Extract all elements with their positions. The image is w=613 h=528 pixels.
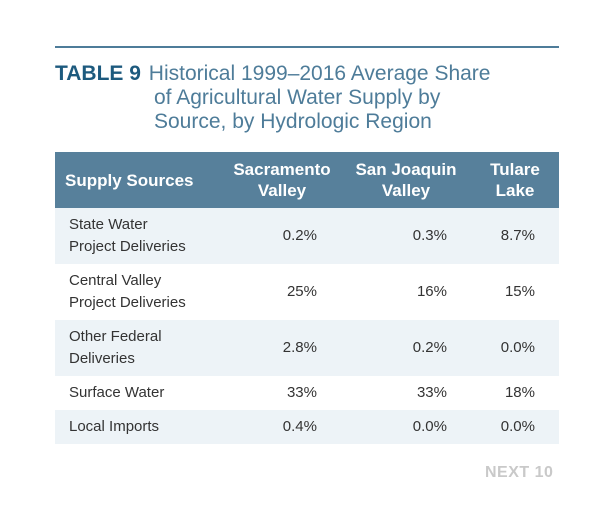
header-line: Valley: [381, 181, 431, 200]
san-joaquin-cell: 0.0%: [341, 410, 471, 444]
header-line: San Joaquin: [355, 160, 457, 179]
source-cell: Local Imports: [55, 410, 223, 444]
tulare-cell: 18%: [504, 384, 535, 401]
table-row: State Water Project Deliveries 0.2% 0.3%…: [55, 208, 559, 264]
sacramento-cell: 2.8%: [223, 320, 341, 376]
source-line: Project Deliveries: [69, 294, 186, 311]
header-sacramento-valley: Sacramento Valley: [223, 152, 341, 208]
table-row: Surface Water 33% 33% 18%: [55, 376, 559, 410]
table-row: Central Valley Project Deliveries 25% 16…: [55, 264, 559, 320]
tulare-cell: 0.0%: [471, 320, 559, 376]
table-title: TABLE 9 Historical 1999–2016 Average Sha…: [55, 62, 559, 134]
san-joaquin-cell: 33%: [416, 384, 447, 401]
table-viewport: Supply Sources Sacramento Valley San Joa…: [55, 152, 559, 455]
tulare-cell: 8.7%: [471, 208, 559, 264]
table-number: TABLE 9: [55, 62, 141, 85]
sacramento-cell: 25%: [286, 283, 317, 300]
source-cell: Other Federal Deliveries: [55, 320, 223, 376]
sacramento-cell: 33%: [286, 384, 317, 401]
source-line: Deliveries: [69, 350, 135, 367]
title-line-3: Source, by Hydrologic Region: [154, 110, 432, 133]
source-cell: State Water Project Deliveries: [55, 208, 223, 264]
header-line: Tulare: [490, 160, 540, 179]
source-line: Central Valley: [69, 272, 162, 289]
header-row: Supply Sources Sacramento Valley San Joa…: [55, 152, 559, 208]
title-line-2: of Agricultural Water Supply by: [154, 86, 441, 109]
san-joaquin-cell: 0.3%: [341, 208, 471, 264]
source-line: Other Federal: [69, 328, 162, 345]
source-line: State Water: [69, 216, 148, 233]
header-supply-sources: Supply Sources: [55, 152, 223, 208]
table-row: Local Imports 0.4% 0.0% 0.0%: [55, 410, 559, 444]
san-joaquin-cell: 0.2%: [341, 320, 471, 376]
title-text-1: Historical 1999–2016 Average Share: [148, 62, 491, 85]
source-cell: Central Valley Project Deliveries: [55, 264, 223, 320]
top-rule: [55, 46, 559, 48]
header-line: Lake: [495, 181, 535, 200]
tulare-cell: 0.0%: [471, 410, 559, 444]
sacramento-cell: 0.2%: [223, 208, 341, 264]
title-line-1: TABLE 9 Historical 1999–2016 Average Sha…: [55, 62, 559, 86]
header-line: Valley: [257, 181, 307, 200]
sacramento-cell: 0.4%: [223, 410, 341, 444]
header-supply-sources-label: Supply Sources: [65, 170, 194, 190]
table-row: Other Federal Deliveries 2.8% 0.2% 0.0%: [55, 320, 559, 376]
header-tulare-lake: Tulare Lake: [471, 152, 559, 208]
water-supply-table: Supply Sources Sacramento Valley San Joa…: [55, 152, 559, 444]
source-cell: Surface Water: [69, 384, 165, 401]
san-joaquin-cell: 16%: [416, 283, 447, 300]
header-line: Sacramento: [233, 160, 331, 179]
source-line: Project Deliveries: [69, 238, 186, 255]
next10-logo: NEXT 10: [485, 464, 554, 481]
tulare-cell: 15%: [504, 283, 535, 300]
header-san-joaquin-valley: San Joaquin Valley: [341, 152, 471, 208]
